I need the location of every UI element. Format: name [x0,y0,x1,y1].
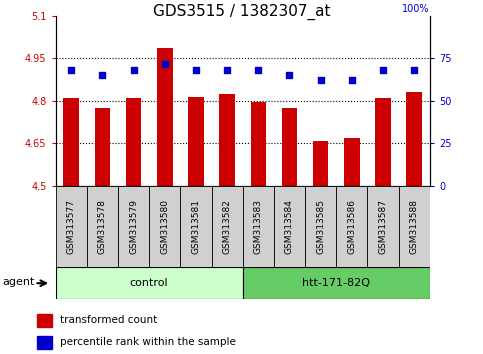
Bar [398,186,430,267]
Point [192,68,200,73]
Bar [242,186,274,267]
Bar [157,48,172,186]
Bar [118,186,149,267]
Bar [242,267,430,299]
Text: control: control [130,278,169,288]
Text: GSM313582: GSM313582 [223,199,232,254]
Bar [407,92,422,186]
Bar [375,98,391,186]
Bar [180,186,212,267]
Bar [63,98,79,186]
Text: GSM313581: GSM313581 [191,199,200,254]
Text: GSM313585: GSM313585 [316,199,325,254]
Bar [38,314,52,327]
Text: GSM313577: GSM313577 [67,199,76,254]
Text: 100%: 100% [402,4,430,14]
Point [129,68,137,73]
Text: GSM313580: GSM313580 [160,199,169,254]
Bar [219,94,235,186]
Text: GSM313587: GSM313587 [379,199,387,254]
Point [223,68,231,73]
Text: GSM313588: GSM313588 [410,199,419,254]
Text: GSM313579: GSM313579 [129,199,138,254]
Text: GSM313584: GSM313584 [285,199,294,254]
Point [161,61,169,66]
Text: GSM313578: GSM313578 [98,199,107,254]
Point [411,68,418,73]
Bar [336,186,368,267]
Text: GDS3515 / 1382307_at: GDS3515 / 1382307_at [153,4,330,20]
Text: agent: agent [3,276,35,287]
Bar [56,186,87,267]
Bar [149,186,180,267]
Point [285,73,293,78]
Text: GSM313586: GSM313586 [347,199,356,254]
Point [99,73,106,78]
Bar [188,97,204,186]
Bar [313,141,328,186]
Point [255,68,262,73]
Bar [282,108,298,186]
Point [67,68,75,73]
Text: htt-171-82Q: htt-171-82Q [302,278,370,288]
Bar [87,186,118,267]
Bar [38,336,52,349]
Bar [126,98,142,186]
Point [348,78,356,83]
Bar [95,108,110,186]
Bar [305,186,336,267]
Point [317,78,325,83]
Bar [368,186,398,267]
Text: transformed count: transformed count [60,315,157,325]
Point [379,68,387,73]
Text: percentile rank within the sample: percentile rank within the sample [60,337,236,348]
Bar [344,138,360,186]
Bar [251,102,266,186]
Bar [212,186,242,267]
Bar [56,267,242,299]
Text: GSM313583: GSM313583 [254,199,263,254]
Bar [274,186,305,267]
